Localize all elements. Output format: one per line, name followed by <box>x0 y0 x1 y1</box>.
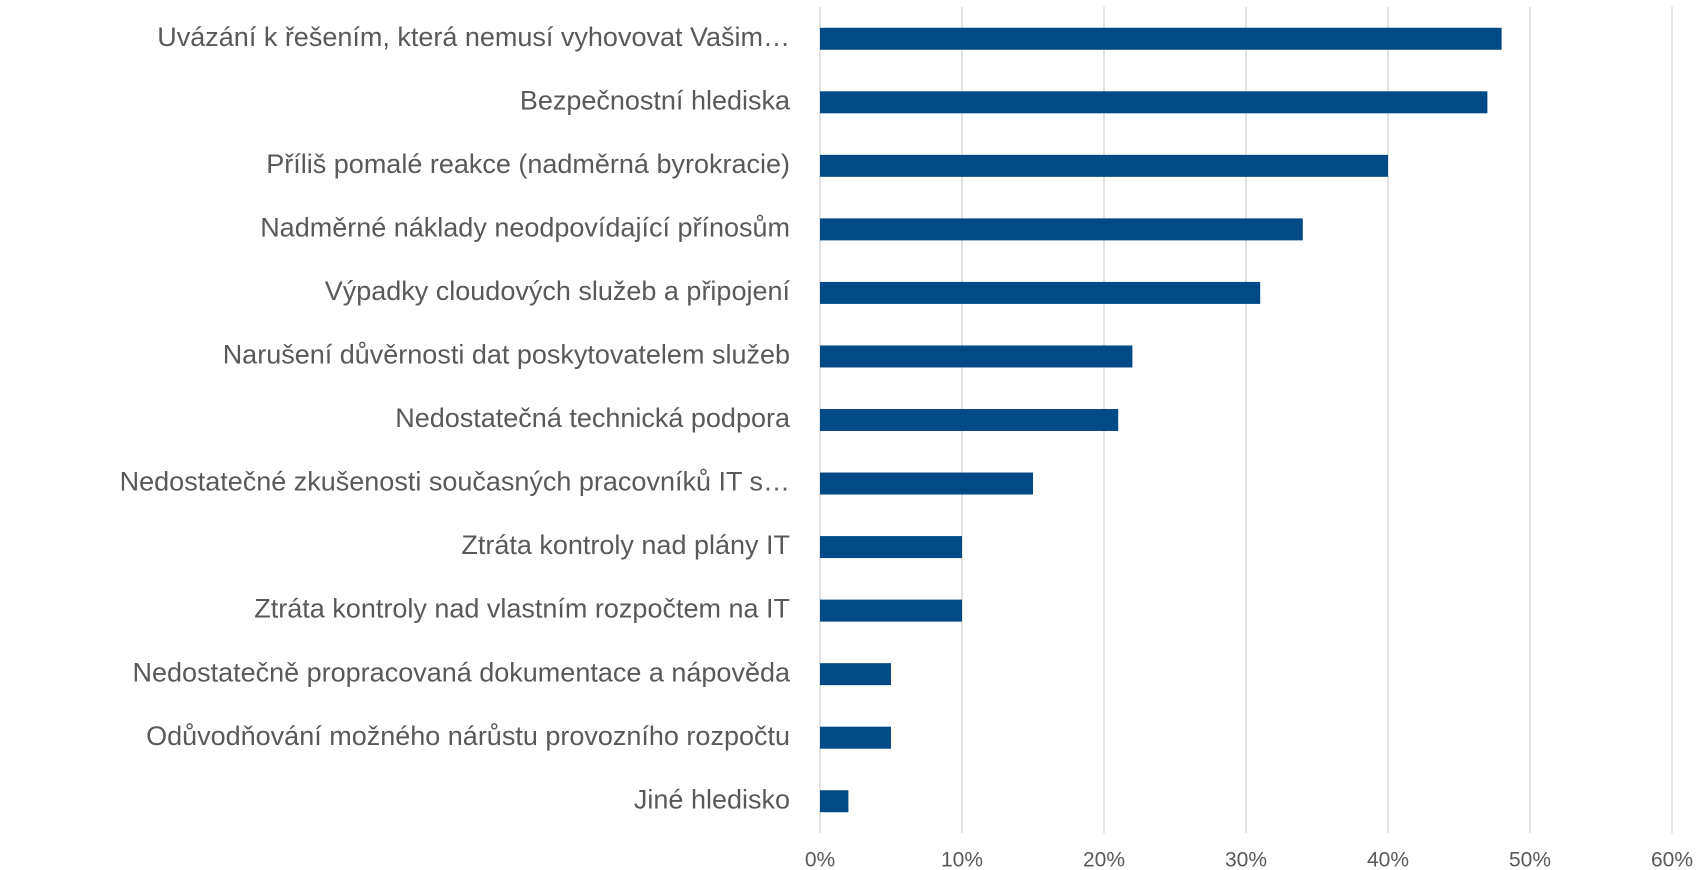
y-tick-label: Nedostatečné zkušenosti současných praco… <box>120 467 790 497</box>
bar <box>820 154 1388 177</box>
x-tick-label: 50% <box>1509 849 1551 870</box>
bar <box>820 345 1133 368</box>
bar <box>820 663 891 686</box>
y-tick-label: Příliš pomalé reakce (nadměrná byrokraci… <box>266 149 790 179</box>
y-tick-label: Narušení důvěrnosti dat poskytovatelem s… <box>223 340 790 370</box>
x-tick-label: 30% <box>1225 849 1267 870</box>
x-tick-label: 40% <box>1367 849 1409 870</box>
x-tick-label: 0% <box>805 849 835 870</box>
y-tick-label: Výpadky cloudových služeb a připojení <box>325 276 791 306</box>
bar <box>820 726 891 749</box>
y-tick-label: Odůvodňování možného nárůstu provozního … <box>146 721 790 751</box>
y-tick-label: Nedostatečně propracovaná dokumentace a … <box>133 657 791 687</box>
y-tick-label: Nedostatečná technická podpora <box>395 403 791 433</box>
x-tick-label: 60% <box>1651 849 1693 870</box>
y-tick-label: Jiné hledisko <box>634 784 790 814</box>
bar <box>820 472 1033 495</box>
y-tick-label: Uvázání k řešením, která nemusí vyhovova… <box>157 22 790 52</box>
y-tick-label: Ztráta kontroly nad plány IT <box>461 530 790 560</box>
bar <box>820 409 1119 431</box>
bar <box>820 281 1261 304</box>
bar <box>820 91 1488 114</box>
y-tick-label: Ztráta kontroly nad vlastním rozpočtem n… <box>254 594 790 624</box>
bar <box>820 790 849 813</box>
x-tick-label: 10% <box>941 849 983 870</box>
bar <box>820 27 1502 50</box>
x-tick-label: 20% <box>1083 849 1125 870</box>
bar <box>820 599 962 622</box>
y-tick-label: Nadměrné náklady neodpovídající přínosům <box>260 213 790 243</box>
bar <box>820 218 1303 241</box>
y-tick-label: Bezpečnostní hlediska <box>520 85 791 115</box>
bar <box>820 536 962 559</box>
